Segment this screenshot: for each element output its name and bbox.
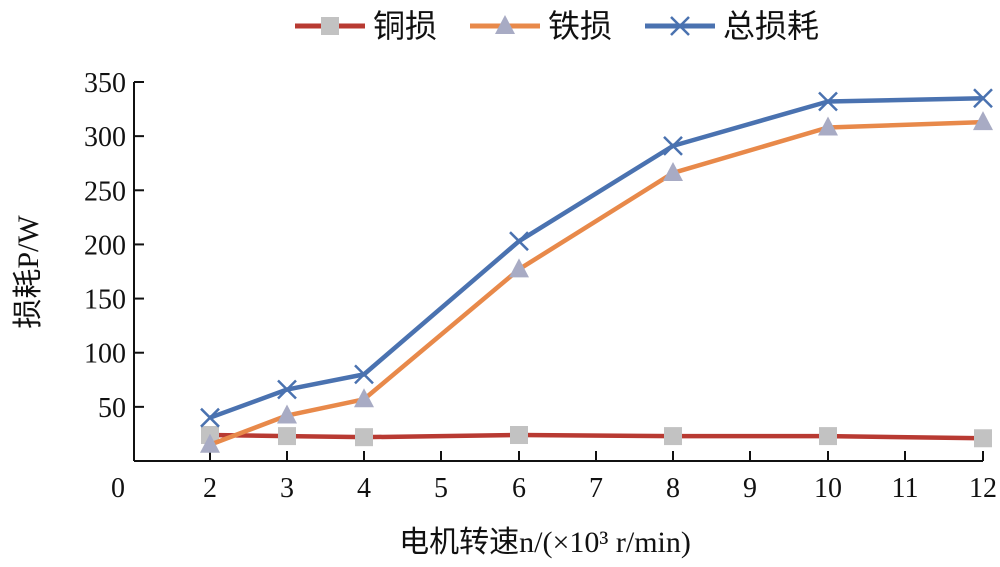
data-point bbox=[355, 428, 373, 447]
series-铁损 bbox=[200, 111, 993, 453]
y-tick-label: 150 bbox=[84, 285, 126, 316]
x-tick-label: 3 bbox=[280, 473, 294, 504]
y-tick-label: 200 bbox=[84, 230, 126, 261]
y-tick-label: 350 bbox=[84, 68, 126, 99]
data-point bbox=[664, 427, 682, 446]
data-point bbox=[818, 91, 838, 112]
x-tick-label: 8 bbox=[666, 473, 680, 504]
legend: 铜损 铁损 总损耗 bbox=[295, 8, 819, 44]
data-point bbox=[354, 388, 374, 408]
series-总损耗 bbox=[200, 88, 993, 428]
data-point bbox=[663, 161, 683, 181]
y-axis-title: 损耗P/W bbox=[12, 215, 45, 329]
data-point bbox=[663, 136, 683, 156]
axes bbox=[133, 82, 983, 462]
x-tick-label: 9 bbox=[743, 473, 757, 504]
data-point bbox=[277, 379, 297, 400]
legend-item: 铁损 bbox=[470, 8, 612, 44]
legend-item: 总损耗 bbox=[645, 8, 819, 44]
x-tick-label: 4 bbox=[357, 473, 371, 504]
data-point bbox=[974, 429, 992, 448]
data-point bbox=[495, 15, 515, 34]
data-point bbox=[973, 111, 993, 131]
series-layer bbox=[200, 88, 993, 453]
legend-label: 铜损 bbox=[373, 8, 437, 44]
data-point bbox=[818, 116, 838, 136]
data-point bbox=[278, 427, 296, 446]
data-point bbox=[321, 17, 339, 35]
series-铜损 bbox=[201, 426, 992, 448]
data-point bbox=[819, 427, 837, 446]
x-tick-label: 2 bbox=[203, 473, 217, 504]
x-tick-label: 10 bbox=[814, 473, 842, 504]
x-tick-label: 12 bbox=[969, 473, 997, 504]
legend-label: 铁损 bbox=[548, 8, 612, 44]
y-tick-label: 100 bbox=[84, 339, 126, 370]
series-line bbox=[209, 119, 984, 447]
data-point bbox=[200, 407, 220, 428]
data-point bbox=[200, 433, 220, 453]
data-point bbox=[277, 404, 297, 424]
data-point bbox=[354, 364, 374, 385]
y-tick-label: 250 bbox=[84, 176, 126, 207]
data-point bbox=[973, 88, 993, 109]
x-tick-label: 6 bbox=[512, 473, 526, 504]
legend-item: 铜损 bbox=[295, 8, 437, 44]
x-tick-label: 11 bbox=[892, 473, 919, 504]
data-point bbox=[509, 258, 529, 278]
ticks: 50 100 150 200 250 300 350 0 2 3 4 5 6 7 8 9 10 11 12 bbox=[84, 68, 997, 504]
series-line bbox=[209, 432, 984, 441]
x-tick-label: 0 bbox=[111, 473, 125, 504]
legend-label: 总损耗 bbox=[723, 8, 819, 44]
y-tick-label: 50 bbox=[98, 393, 126, 424]
x-tick-label: 7 bbox=[589, 473, 603, 504]
series-line bbox=[209, 95, 984, 420]
x-tick-label: 5 bbox=[434, 473, 448, 504]
data-point bbox=[509, 231, 529, 252]
data-point bbox=[670, 16, 690, 36]
y-tick-label: 300 bbox=[84, 122, 126, 153]
data-point bbox=[510, 426, 528, 445]
x-axis-title: 电机转速n/(×10³ r/min) bbox=[399, 526, 691, 559]
